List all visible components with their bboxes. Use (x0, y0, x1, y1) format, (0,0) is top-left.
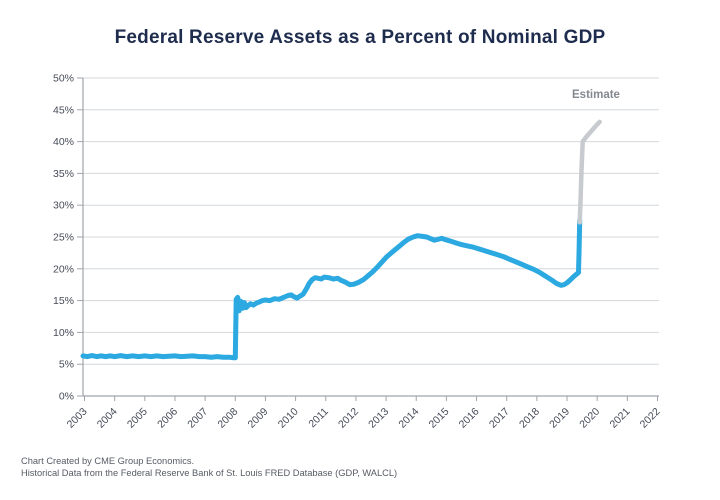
x-tick-label: 2010 (276, 406, 301, 431)
x-tick-label: 2008 (215, 406, 240, 431)
footer-source-line: Historical Data from the Federal Reserve… (21, 468, 398, 478)
y-tick-label: 10% (53, 327, 74, 339)
y-tick-label: 40% (53, 136, 74, 148)
x-tick-label: 2009 (246, 406, 271, 431)
y-tick-label: 20% (53, 263, 74, 275)
x-tick-label: 2003 (65, 406, 90, 431)
x-tick-label: 2011 (306, 406, 331, 431)
estimate-series-line (577, 119, 602, 225)
historical-series-line (80, 218, 583, 361)
y-tick-labels: 0% 5% 10% 15% 20% 25% 30% 35% 40% 45% 50% (53, 73, 74, 403)
x-tick-label: 2004 (95, 406, 120, 431)
x-tick-label: 2019 (547, 406, 572, 431)
x-tick-label: 2014 (396, 406, 421, 431)
y-tick-label: 15% (53, 295, 74, 307)
y-tick-label: 5% (59, 359, 74, 371)
y-tick-label: 25% (53, 232, 74, 244)
x-tick-label: 2022 (638, 406, 663, 431)
estimate-label: Estimate (572, 89, 620, 101)
x-tick-label: 2016 (457, 406, 482, 431)
x-tick-labels: 2003 2004 2005 2006 2007 2008 2009 2010 2011 2012… (65, 406, 663, 431)
x-tick-label: 2017 (487, 406, 512, 431)
x-tick-label: 2005 (125, 406, 150, 431)
x-tick-label: 2006 (155, 406, 180, 431)
x-tick-label: 2015 (427, 406, 452, 431)
axes (82, 78, 659, 397)
y-tick-label: 0% (59, 391, 74, 403)
y-tick-label: 50% (53, 73, 74, 85)
y-tick-label: 45% (53, 104, 74, 116)
y-tick-label: 35% (53, 168, 74, 180)
x-tick-label: 2018 (517, 406, 542, 431)
gridlines (83, 77, 659, 365)
x-tick-label: 2012 (336, 406, 361, 431)
x-tick-label: 2013 (366, 406, 391, 431)
x-tick-label: 2007 (185, 406, 210, 431)
x-tick-label: 2021 (607, 406, 632, 431)
chart-footer: Chart Created by CME Group Economics. Hi… (21, 455, 397, 479)
y-tick-label: 30% (53, 200, 74, 212)
y-axis-ticks (77, 77, 83, 397)
chart-title: Federal Reserve Assets as a Percent of N… (114, 27, 606, 48)
x-tick-label: 2020 (577, 406, 602, 431)
x-axis-ticks (84, 396, 658, 401)
footer-credit-line: Chart Created by CME Group Economics. (21, 456, 195, 466)
